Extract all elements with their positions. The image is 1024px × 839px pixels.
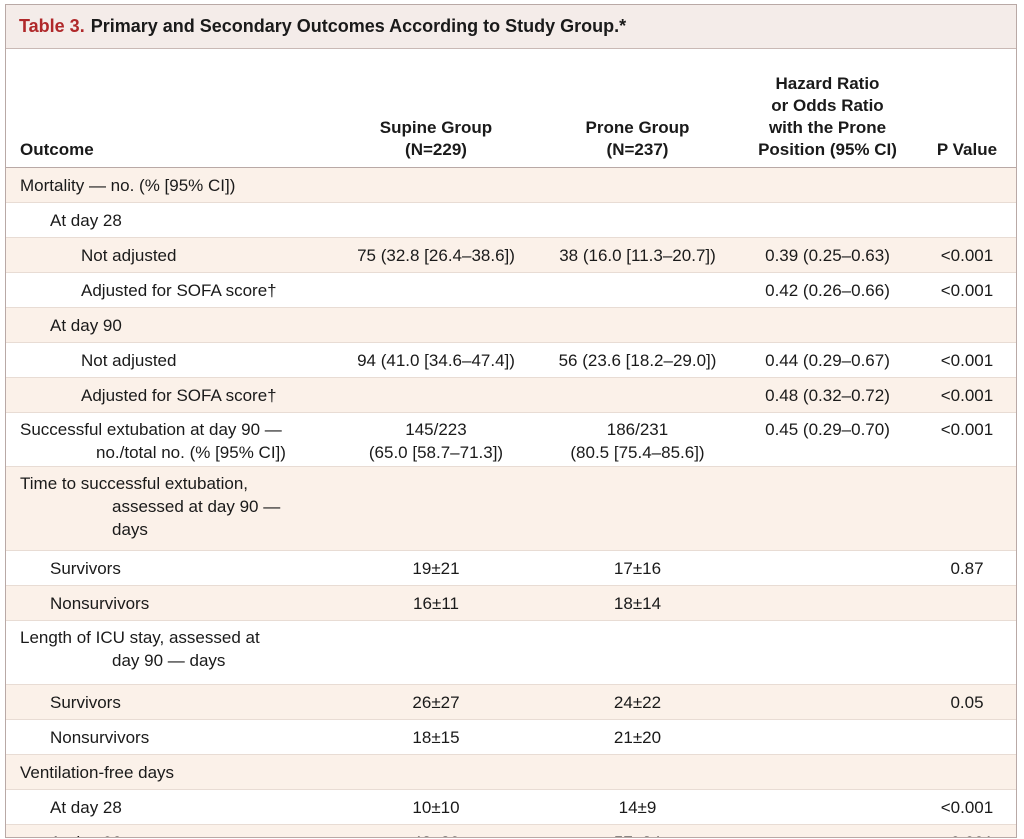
table-row: Time to successful extubation, assessed … [6,466,1016,551]
row-label: Not adjusted [6,237,336,273]
row-label: Nonsurvivors [6,585,336,621]
cell-p-value: <0.001 [916,377,1016,413]
row-label: Adjusted for SOFA score† [6,377,336,413]
table-title: Primary and Secondary Outcomes According… [90,16,627,36]
cell-ratio [739,684,916,720]
table-row: Survivors 19±21 17±16 0.87 [6,551,1016,586]
header-p-value: P Value [916,49,1016,168]
row-label: Time to successful extubation, assessed … [6,466,336,551]
table-row: At day 90 43±38 57±34 <0.001 [6,824,1016,837]
cell-ratio [739,585,916,621]
cell-ratio: 0.44 (0.29–0.67) [765,350,890,370]
cell-prone [536,273,739,308]
header-supine: Supine Group (N=229) [336,49,536,168]
cell-p-value [916,585,1016,621]
table-row: Adjusted for SOFA score† 0.48 (0.32–0.72… [6,377,1016,413]
cell-prone: 14±9 [618,797,657,817]
header-outcome: Outcome [6,49,336,168]
table-row: Not adjusted 94 (41.0 [34.6–47.4]) 56 (2… [6,343,1016,378]
cell-supine: 145/223 (65.0 [58.7–71.3]) [368,420,504,462]
cell-ratio [739,790,916,825]
cell-supine: 18±15 [412,727,460,747]
cell-prone: 38 (16.0 [11.3–20.7]) [536,237,739,273]
row-label: Mortality — no. (% [95% CI]) [6,167,336,203]
cell-prone: 21±20 [613,727,662,747]
table-row: Length of ICU stay, assessed at day 90 —… [6,621,1016,685]
table-title-bar: Table 3. Primary and Secondary Outcomes … [6,5,1016,49]
cell-supine: 16±11 [336,585,536,621]
row-label: At day 90 [6,307,336,343]
table-row: Nonsurvivors 16±11 18±14 [6,585,1016,621]
table-row: Nonsurvivors 18±15 21±20 [6,720,1016,755]
table-number: Table 3. [19,16,85,36]
cell-ratio [739,551,916,586]
cell-p-value: <0.001 [940,797,994,817]
cell-p-value: 0.05 [916,684,1016,720]
cell-p-value: <0.001 [940,280,994,300]
cell-prone [536,377,739,413]
cell-supine [336,377,536,413]
cell-p-value: <0.001 [940,350,994,370]
cell-p-value [916,720,1016,755]
cell-ratio: 0.42 (0.26–0.66) [765,280,890,300]
table-row: Not adjusted 75 (32.8 [26.4–38.6]) 38 (1… [6,237,1016,273]
table-frame: Table 3. Primary and Secondary Outcomes … [5,4,1017,838]
header-prone: Prone Group (N=237) [536,49,739,168]
table-row: At day 90 [6,307,1016,343]
row-label: Not adjusted [81,350,177,370]
table-row: Successful extubation at day 90 — no./to… [6,413,1016,467]
cell-supine: 19±21 [412,558,460,578]
cell-prone: 17±16 [613,558,662,578]
row-label: Successful extubation at day 90 — no./to… [20,420,286,462]
table-row: Mortality — no. (% [95% CI]) [6,167,1016,203]
cell-supine: 43±38 [336,824,536,837]
cell-p-value: 0.87 [950,558,984,578]
row-label: Ventilation-free days [6,754,336,790]
cell-prone: 186/231 (80.5 [75.4–85.6]) [570,420,705,462]
row-label: At day 28 [50,797,122,817]
cell-ratio: 0.45 (0.29–0.70) [765,420,890,439]
table-row: At day 28 [6,203,1016,238]
cell-ratio: 0.39 (0.25–0.63) [739,237,916,273]
cell-supine: 75 (32.8 [26.4–38.6]) [336,237,536,273]
cell-prone: 57±34 [536,824,739,837]
table-row: At day 28 10±10 14±9 <0.001 [6,790,1016,825]
row-label: Survivors [50,558,121,578]
cell-prone: 24±22 [536,684,739,720]
table-row: Ventilation-free days [6,754,1016,790]
cell-supine: 10±10 [412,797,460,817]
cell-p-value: <0.001 [940,420,994,439]
row-label: At day 28 [50,210,122,230]
cell-ratio: 0.48 (0.32–0.72) [739,377,916,413]
row-label: Adjusted for SOFA score† [81,280,277,300]
cell-prone: 18±14 [536,585,739,621]
table-row: Adjusted for SOFA score† 0.42 (0.26–0.66… [6,273,1016,308]
cell-supine: 94 (41.0 [34.6–47.4]) [357,350,515,370]
cell-ratio [739,720,916,755]
header-hazard-ratio: Hazard Ratio or Odds Ratio with the Pron… [739,49,916,168]
row-label: Length of ICU stay, assessed at day 90 —… [20,628,260,670]
cell-ratio [739,824,916,837]
row-label: Survivors [6,684,336,720]
header-row: Outcome Supine Group (N=229) Prone Group… [6,49,1016,168]
table-row: Survivors 26±27 24±22 0.05 [6,684,1016,720]
cell-prone: 56 (23.6 [18.2–29.0]) [558,350,717,370]
cell-supine [336,273,536,308]
row-label: At day 90 [6,824,336,837]
row-label: Nonsurvivors [50,727,150,747]
cell-supine: 26±27 [336,684,536,720]
cell-p-value: <0.001 [916,824,1016,837]
cell-p-value: <0.001 [916,237,1016,273]
outcomes-table: Outcome Supine Group (N=229) Prone Group… [6,49,1016,837]
